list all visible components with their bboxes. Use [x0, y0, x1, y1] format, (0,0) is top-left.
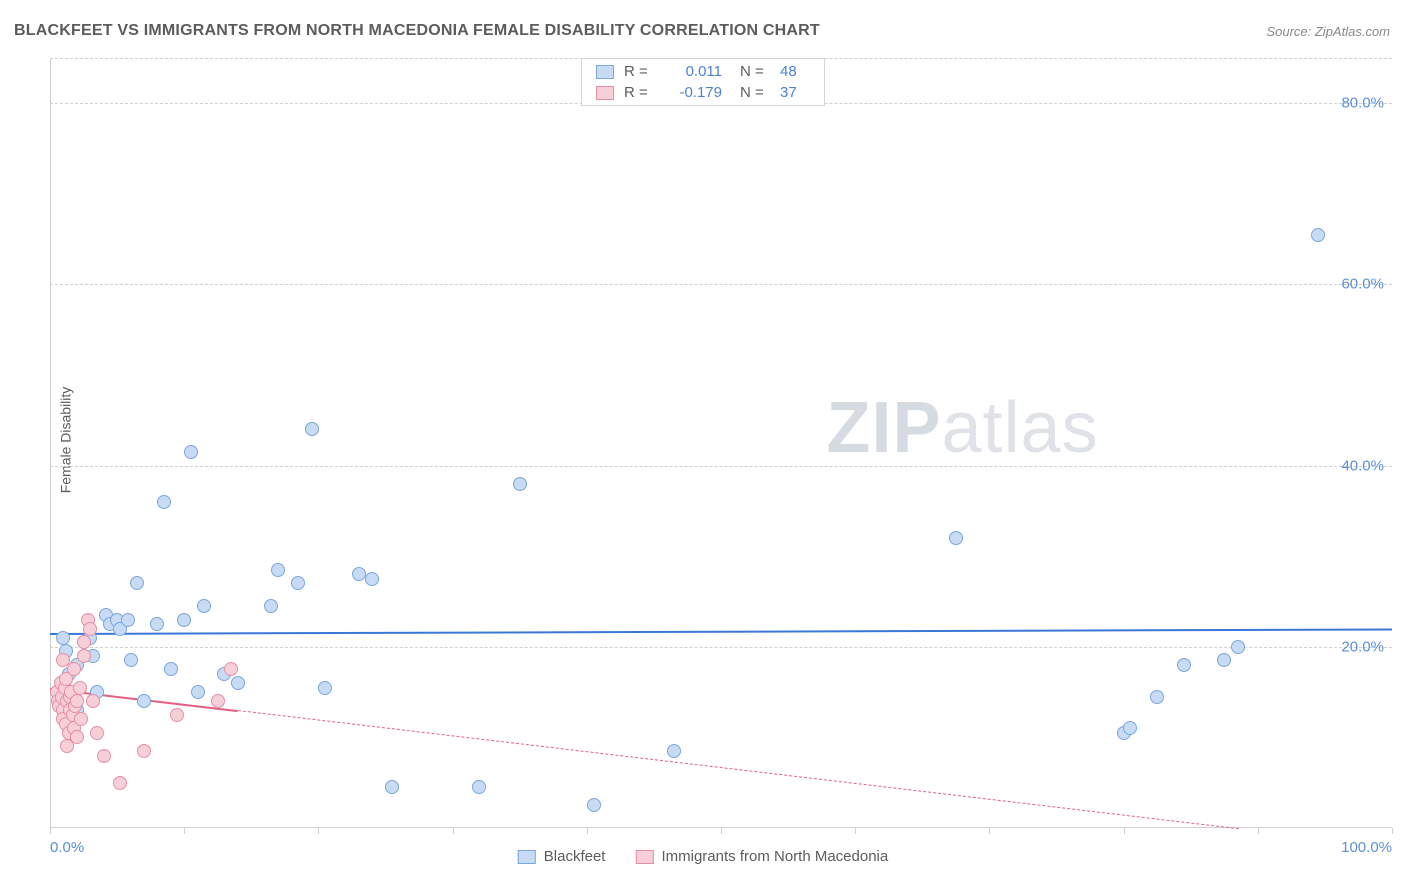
legend-swatch	[596, 65, 614, 79]
scatter-point	[1177, 658, 1191, 672]
x-tick	[1392, 828, 1393, 834]
scatter-point	[1217, 653, 1231, 667]
scatter-point	[197, 599, 211, 613]
scatter-point	[70, 694, 84, 708]
scatter-point	[124, 653, 138, 667]
scatter-point	[1123, 721, 1137, 735]
series-legend-label: Immigrants from North Macedonia	[661, 848, 888, 865]
scatter-point	[224, 662, 238, 676]
scatter-point	[264, 599, 278, 613]
y-tick-label: 80.0%	[1341, 95, 1384, 112]
scatter-point	[97, 749, 111, 763]
scatter-point	[137, 744, 151, 758]
legend-swatch	[596, 86, 614, 100]
y-axis	[50, 58, 51, 828]
trend-line	[238, 710, 1239, 829]
scatter-point	[472, 780, 486, 794]
scatter-point	[73, 681, 87, 695]
scatter-point	[211, 694, 225, 708]
x-tick	[1258, 828, 1259, 834]
scatter-point	[86, 694, 100, 708]
scatter-point	[365, 572, 379, 586]
x-tick	[587, 828, 588, 834]
n-value: 48	[780, 63, 810, 80]
x-tick	[453, 828, 454, 834]
watermark: ZIPatlas	[826, 387, 1098, 469]
x-tick	[721, 828, 722, 834]
scatter-point	[949, 531, 963, 545]
scatter-point	[121, 613, 135, 627]
scatter-point	[271, 563, 285, 577]
grid-line	[50, 284, 1392, 285]
n-label: N =	[740, 63, 770, 80]
y-tick-label: 40.0%	[1341, 457, 1384, 474]
chart-title: BLACKFEET VS IMMIGRANTS FROM NORTH MACED…	[14, 22, 820, 40]
watermark-light: atlas	[942, 388, 1099, 468]
y-tick-label: 20.0%	[1341, 638, 1384, 655]
trend-line	[50, 629, 1392, 636]
x-tick-label: 100.0%	[1341, 839, 1392, 856]
legend-swatch	[518, 850, 536, 864]
n-value: 37	[780, 84, 810, 101]
scatter-point	[157, 495, 171, 509]
scatter-point	[184, 445, 198, 459]
r-value: 0.011	[662, 63, 722, 80]
scatter-point	[1150, 690, 1164, 704]
scatter-point	[130, 576, 144, 590]
r-label: R =	[624, 84, 652, 101]
scatter-point	[77, 649, 91, 663]
y-tick-label: 60.0%	[1341, 276, 1384, 293]
scatter-point	[70, 730, 84, 744]
scatter-point	[291, 576, 305, 590]
r-value: -0.179	[662, 84, 722, 101]
scatter-point	[67, 662, 81, 676]
correlation-legend-row: R = -0.179 N = 37	[582, 82, 824, 103]
x-tick	[855, 828, 856, 834]
grid-line	[50, 466, 1392, 467]
correlation-legend-row: R = 0.011 N = 48	[582, 61, 824, 82]
scatter-point	[305, 422, 319, 436]
plot-area: ZIPatlas 20.0%40.0%60.0%80.0%0.0%100.0%	[50, 58, 1392, 828]
x-tick-label: 0.0%	[50, 839, 84, 856]
scatter-point	[667, 744, 681, 758]
scatter-point	[352, 567, 366, 581]
r-label: R =	[624, 63, 652, 80]
scatter-point	[90, 726, 104, 740]
scatter-point	[385, 780, 399, 794]
series-legend: Blackfeet Immigrants from North Macedonia	[518, 848, 888, 865]
correlation-legend: R = 0.011 N = 48 R = -0.179 N = 37	[581, 58, 825, 106]
legend-swatch	[635, 850, 653, 864]
scatter-point	[77, 635, 91, 649]
scatter-point	[83, 622, 97, 636]
x-tick	[1124, 828, 1125, 834]
n-label: N =	[740, 84, 770, 101]
scatter-point	[150, 617, 164, 631]
scatter-point	[137, 694, 151, 708]
scatter-point	[1231, 640, 1245, 654]
watermark-strong: ZIP	[826, 388, 941, 468]
scatter-point	[164, 662, 178, 676]
scatter-point	[56, 653, 70, 667]
scatter-point	[191, 685, 205, 699]
series-legend-label: Blackfeet	[544, 848, 606, 865]
scatter-point	[587, 798, 601, 812]
series-legend-item: Immigrants from North Macedonia	[635, 848, 888, 865]
grid-line	[50, 647, 1392, 648]
scatter-point	[1311, 228, 1325, 242]
scatter-point	[318, 681, 332, 695]
x-tick	[50, 828, 51, 834]
scatter-point	[56, 631, 70, 645]
scatter-point	[513, 477, 527, 491]
scatter-point	[177, 613, 191, 627]
scatter-point	[170, 708, 184, 722]
source-label: Source: ZipAtlas.com	[1266, 24, 1390, 39]
x-tick	[989, 828, 990, 834]
x-tick	[184, 828, 185, 834]
scatter-point	[231, 676, 245, 690]
scatter-point	[74, 712, 88, 726]
series-legend-item: Blackfeet	[518, 848, 606, 865]
x-tick	[318, 828, 319, 834]
scatter-point	[113, 776, 127, 790]
